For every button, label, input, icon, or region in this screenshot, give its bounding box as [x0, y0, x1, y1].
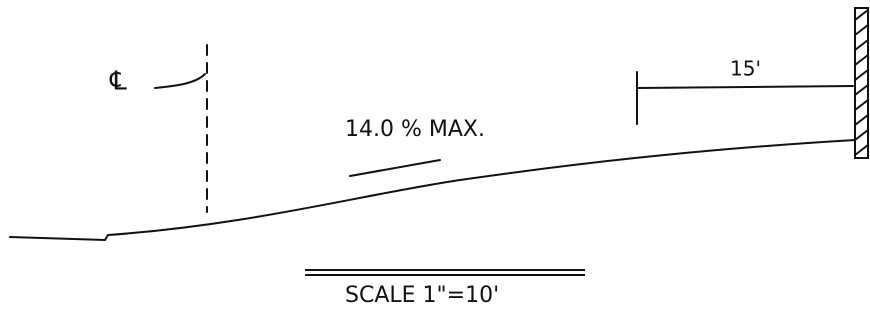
- ramp-section-sketch: 15' ℄ 14.0 % MAX. SCALE 1"=10': [0, 0, 870, 316]
- wall-hatching: [855, 10, 868, 155]
- centerline-symbol: ℄: [109, 67, 127, 97]
- dimension-line: [637, 86, 853, 88]
- grade-arrow: [350, 160, 440, 176]
- grade-label: 14.0 % MAX.: [345, 117, 485, 142]
- dimension-label: 15': [730, 57, 761, 81]
- centerline-leader: [155, 74, 205, 88]
- page: 15' ℄ 14.0 % MAX. SCALE 1"=10' (() => { …: [0, 0, 870, 316]
- ramp-profile: [10, 140, 855, 240]
- scale-label: SCALE 1"=10': [345, 283, 499, 308]
